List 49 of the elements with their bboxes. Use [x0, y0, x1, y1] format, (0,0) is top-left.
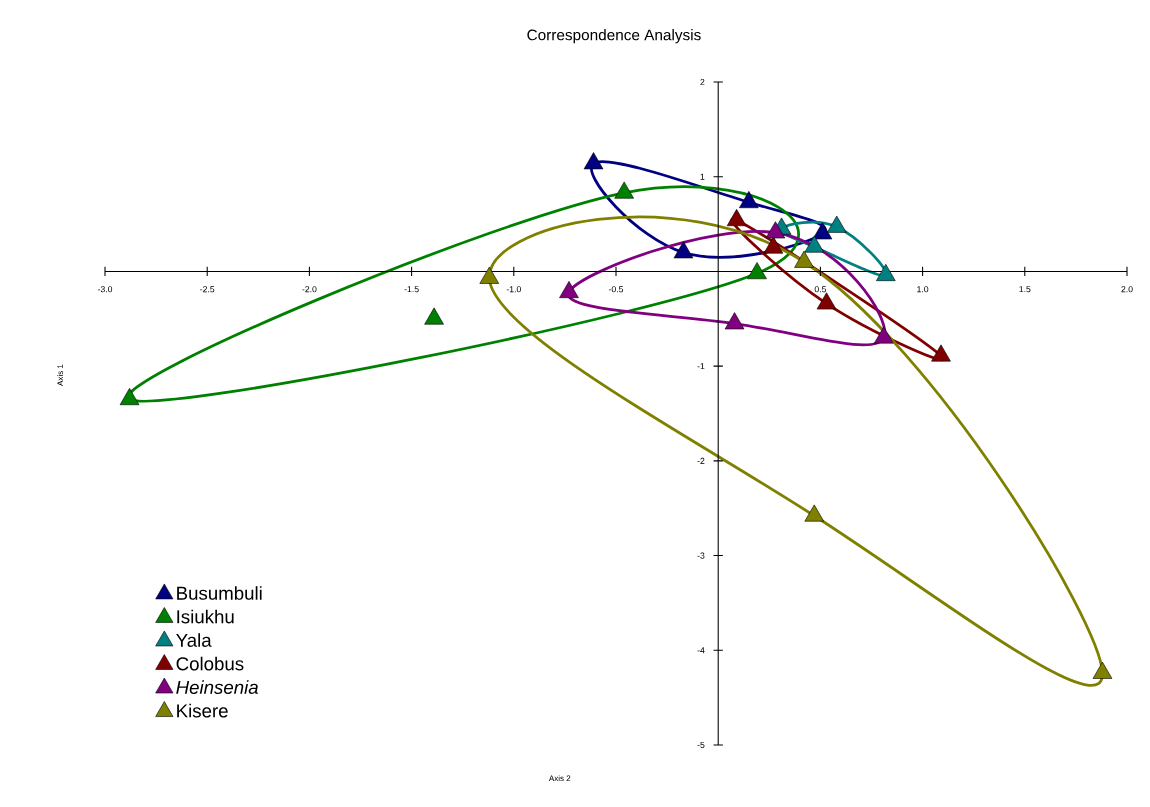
y-axis-title: Axis 1: [57, 364, 63, 386]
legend-label: Heinsenia: [176, 680, 259, 694]
point: [804, 235, 825, 253]
point: [479, 266, 500, 284]
point: [747, 262, 767, 280]
point: [812, 222, 833, 240]
point: [424, 307, 444, 325]
x-tick-label: -1.5: [404, 286, 419, 293]
point: [794, 250, 814, 268]
x-axis-title: Axis 2: [548, 775, 571, 782]
x-tick-label: -3.0: [97, 286, 113, 293]
x-tick-label: -2.0: [302, 286, 317, 293]
x-tick-label: 1.5: [1019, 286, 1031, 293]
chart-title: Correspondence Analysis: [527, 29, 701, 44]
legend-label: Colobus: [176, 656, 244, 671]
point: [876, 263, 896, 281]
point: [804, 504, 825, 522]
legend-label: Yala: [176, 633, 212, 647]
legend-label: Kisere: [177, 703, 228, 718]
legend-label: Isiukhu: [177, 609, 234, 624]
point: [765, 221, 786, 239]
x-tick-label: 2.0: [1121, 286, 1133, 293]
point: [559, 281, 579, 299]
legend-label: Busumbuli: [177, 586, 262, 600]
y-tick-label: 2: [700, 78, 705, 86]
point: [816, 292, 837, 310]
x-tick-label: -2.5: [200, 286, 215, 293]
point: [873, 326, 894, 344]
point: [1092, 661, 1113, 679]
point: [673, 241, 694, 259]
y-tick-label: 1: [700, 173, 705, 180]
y-tick-label: -5: [697, 741, 705, 749]
y-tick-label: -2: [697, 457, 705, 464]
x-tick-label: 0.5: [814, 286, 827, 293]
point: [763, 236, 784, 254]
point: [583, 152, 604, 170]
y-tick-label: -1: [697, 363, 705, 370]
point: [724, 312, 745, 330]
x-tick-label: -1.0: [506, 286, 521, 293]
point: [739, 191, 759, 209]
point: [119, 388, 140, 406]
y-tick-label: -3: [697, 552, 705, 559]
x-tick-label: -0.5: [608, 286, 624, 293]
point: [726, 209, 747, 227]
y-tick-label: -4: [697, 647, 705, 654]
point: [931, 344, 951, 362]
x-tick-label: 1.0: [917, 286, 929, 293]
point: [826, 215, 847, 233]
point: [614, 181, 634, 199]
